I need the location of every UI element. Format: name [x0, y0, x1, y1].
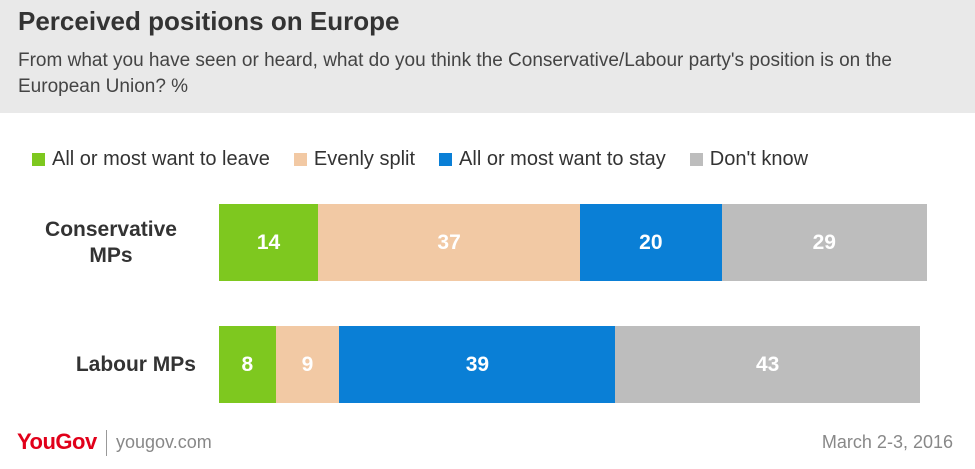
bar-segment: 14	[219, 204, 319, 281]
footer-url: yougov.com	[116, 432, 212, 452]
legend-label: Evenly split	[313, 147, 416, 170]
legend-label: All or most want to stay	[459, 147, 666, 170]
category-label: Labour MPs	[75, 352, 196, 376]
data-label: 14	[256, 230, 281, 254]
legend-label: All or most want to leave	[52, 147, 270, 170]
bar-segment: 20	[580, 204, 722, 281]
legend-item: All or most want to leave	[32, 148, 270, 171]
bar-segment: 9	[275, 326, 340, 403]
legend-swatch	[439, 152, 453, 166]
category-label: Conservative MPs	[45, 217, 177, 267]
data-label: 9	[301, 352, 314, 376]
data-label: 43	[755, 352, 780, 376]
data-label: 8	[241, 352, 254, 376]
data-label: 29	[812, 230, 836, 254]
legend-item: All or most want to stay	[439, 148, 666, 171]
legend-swatch	[689, 152, 703, 166]
legend-item: Don't know	[689, 147, 809, 171]
chart-header: Perceived positions on Europe From what …	[0, 0, 975, 113]
footer-date: March 2-3, 2016	[821, 432, 953, 452]
bar-segment: 43	[615, 326, 920, 403]
footer-divider	[106, 430, 107, 456]
yougov-logo: YouGov	[17, 429, 97, 454]
legend-item: Evenly split	[293, 147, 416, 171]
chart-legend: All or most want to leave Evenly split All…	[32, 146, 808, 172]
legend-swatch	[293, 152, 307, 166]
bar-segment: 37	[318, 204, 581, 281]
data-label: 37	[437, 230, 461, 254]
legend-swatch	[32, 152, 45, 166]
data-label: 20	[639, 230, 663, 254]
chart-title: Perceived positions on Europe	[18, 6, 400, 36]
bar-segment: 8	[219, 326, 276, 403]
data-label: 39	[465, 352, 490, 376]
legend-label: Don't know	[709, 147, 809, 170]
bar-segment: 39	[339, 326, 616, 403]
stacked-bar: 8 9 39 43	[219, 326, 920, 403]
stacked-bar: 14 37 20 29	[219, 204, 927, 281]
bar-segment: 29	[721, 204, 927, 281]
chart-subtitle: From what you have seen or heard, what d…	[18, 50, 892, 97]
